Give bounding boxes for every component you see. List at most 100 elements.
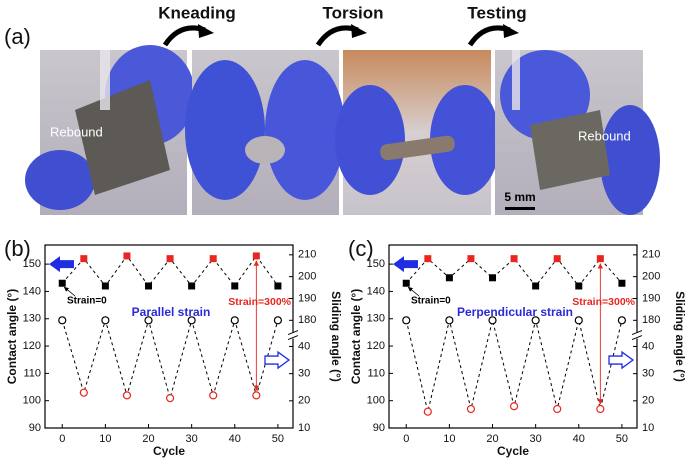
marker bbox=[80, 255, 88, 263]
axis-arrow bbox=[264, 350, 291, 370]
y2-tick-label: 40 bbox=[642, 340, 654, 352]
x-tick-label: 40 bbox=[573, 433, 585, 445]
x-tick-label: 0 bbox=[59, 433, 65, 445]
photo bbox=[335, 50, 500, 215]
y2-tick-label: 200 bbox=[642, 271, 660, 283]
marker bbox=[510, 255, 518, 263]
y2-tick-label: 20 bbox=[642, 395, 654, 407]
x-tick-label: 10 bbox=[443, 433, 455, 445]
axis-break bbox=[287, 330, 299, 336]
annotation-arrow bbox=[63, 286, 76, 297]
step-label: Torsion bbox=[322, 3, 383, 22]
step-arrow bbox=[351, 24, 367, 38]
annotation: Strain=300% bbox=[572, 296, 635, 308]
y2-tick-label: 210 bbox=[298, 249, 316, 261]
axis-arrow bbox=[608, 350, 635, 370]
annotation: Perpendicular strain bbox=[457, 305, 573, 319]
annotation: Strain=0 bbox=[67, 296, 107, 307]
marker bbox=[166, 255, 174, 263]
axis-break bbox=[631, 330, 643, 336]
marker bbox=[230, 316, 239, 325]
y2-tick-label: 30 bbox=[298, 368, 310, 380]
panel-label: (b) bbox=[4, 236, 31, 261]
marker bbox=[145, 282, 153, 290]
x-tick-label: 40 bbox=[229, 433, 241, 445]
annotation: Strain=0 bbox=[411, 296, 451, 307]
y2-axis-title: Sliding angle (°) bbox=[329, 291, 343, 382]
marker bbox=[231, 282, 239, 290]
chart: (c) 0 10 20 30 40 50 90 100 110 120 130 140 150 10 20 30… bbox=[348, 236, 685, 458]
y-tick-label: 150 bbox=[367, 258, 385, 270]
y2-tick-label: 200 bbox=[298, 271, 316, 283]
axis-break bbox=[289, 332, 297, 339]
marker bbox=[79, 388, 88, 397]
y-tick-label: 90 bbox=[29, 422, 41, 434]
y2-tick-label: 190 bbox=[298, 292, 316, 304]
y-tick-label: 110 bbox=[367, 367, 385, 379]
y2-tick-label: 180 bbox=[298, 314, 316, 326]
marker bbox=[101, 316, 110, 325]
y-tick-label: 90 bbox=[373, 422, 385, 434]
y-tick-label: 130 bbox=[367, 313, 385, 325]
y-axis-title: Contact angle (°) bbox=[349, 289, 363, 384]
y2-tick-label: 10 bbox=[642, 422, 654, 434]
marker bbox=[445, 274, 453, 282]
marker bbox=[123, 252, 131, 260]
axis-break bbox=[631, 335, 643, 341]
marker bbox=[574, 316, 583, 325]
marker bbox=[553, 255, 561, 263]
y-tick-label: 140 bbox=[367, 285, 385, 297]
marker bbox=[273, 316, 283, 325]
step-arrow bbox=[503, 24, 519, 38]
y2-axis-title: Sliding angle (°) bbox=[673, 291, 685, 382]
step-arrow bbox=[198, 24, 214, 38]
marker bbox=[617, 316, 627, 325]
annotation-arrow bbox=[407, 286, 420, 297]
photo bbox=[185, 50, 345, 215]
marker bbox=[58, 279, 66, 287]
axis-arrow bbox=[393, 256, 418, 273]
series-line bbox=[405, 257, 623, 287]
marker bbox=[618, 279, 626, 287]
photo-label: Rebound bbox=[50, 124, 103, 139]
marker bbox=[596, 255, 604, 263]
marker bbox=[596, 404, 605, 414]
y2-tick-label: 180 bbox=[642, 314, 660, 326]
marker bbox=[489, 274, 497, 282]
marker bbox=[467, 255, 475, 263]
axis-break bbox=[287, 335, 299, 341]
y-tick-label: 150 bbox=[23, 258, 41, 270]
panel-label: (c) bbox=[348, 236, 374, 261]
step-label: Kneading bbox=[158, 3, 235, 22]
x-axis-title: Cycle bbox=[497, 444, 529, 458]
marker bbox=[424, 255, 432, 263]
marker bbox=[187, 316, 196, 325]
marker bbox=[101, 282, 109, 290]
series-line bbox=[405, 320, 623, 412]
marker bbox=[144, 316, 153, 325]
marker bbox=[252, 252, 260, 260]
x-tick-label: 50 bbox=[272, 433, 284, 445]
marker bbox=[488, 316, 497, 325]
step-label: Testing bbox=[467, 3, 526, 22]
series-line bbox=[61, 318, 279, 400]
panel-a: (a) Kneading Torsion Testing Rebound bbox=[4, 3, 660, 215]
marker bbox=[466, 404, 476, 414]
marker bbox=[423, 407, 432, 416]
y-tick-label: 100 bbox=[23, 395, 41, 407]
marker bbox=[209, 255, 217, 263]
y-tick-label: 130 bbox=[23, 313, 41, 325]
marker bbox=[58, 316, 67, 325]
y-axis-title: Contact angle (°) bbox=[5, 289, 19, 384]
annotation: Strain=300% bbox=[228, 296, 291, 308]
marker bbox=[165, 394, 175, 403]
y-tick-label: 100 bbox=[367, 395, 385, 407]
x-tick-label: 10 bbox=[99, 433, 111, 445]
y-tick-label: 110 bbox=[23, 367, 41, 379]
plot-frame bbox=[388, 244, 638, 429]
y-tick-label: 140 bbox=[23, 285, 41, 297]
y2-tick-label: 20 bbox=[298, 395, 310, 407]
x-tick-label: 30 bbox=[186, 433, 198, 445]
y2-tick-label: 30 bbox=[642, 368, 654, 380]
x-axis-title: Cycle bbox=[153, 444, 185, 458]
